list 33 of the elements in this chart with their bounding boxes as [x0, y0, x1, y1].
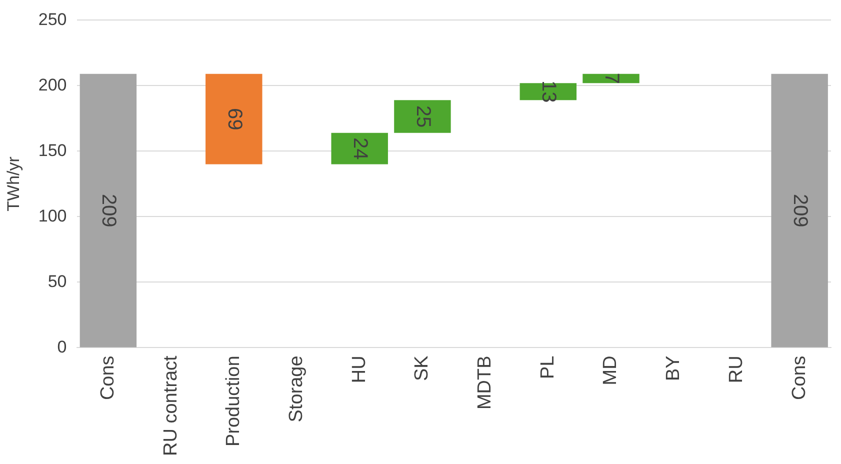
x-tick-label: SK	[412, 355, 433, 382]
bar	[582, 74, 640, 84]
y-tick-label: 250	[38, 10, 67, 29]
bar	[771, 74, 828, 348]
bar	[80, 74, 137, 348]
x-tick-label: Storage	[286, 356, 307, 422]
bar	[394, 100, 451, 133]
data-label: 209	[789, 194, 812, 228]
data-label: 25	[412, 105, 434, 128]
y-tick-label: 50	[48, 272, 67, 291]
x-tick-label: MDTB	[474, 356, 496, 410]
y-tick-label: 200	[38, 75, 67, 94]
x-tick-label: HU	[348, 356, 370, 384]
bar	[331, 132, 388, 164]
data-label: 209	[98, 194, 120, 228]
x-tick-label: Cons	[97, 356, 118, 400]
y-tick-label: 150	[38, 140, 67, 160]
y-tick-label: 100	[38, 206, 67, 226]
x-tick-label: Production	[223, 356, 244, 447]
x-tick-label: Cons	[788, 356, 810, 400]
x-tick-label: RU contract	[160, 354, 182, 456]
x-tick-label: MD	[600, 356, 622, 386]
bar	[520, 83, 577, 100]
bar	[206, 74, 262, 164]
data-label: 24	[349, 137, 372, 160]
data-label: 13	[538, 80, 560, 103]
y-tick-label: 0	[57, 337, 67, 356]
x-tick-label: BY	[663, 355, 684, 382]
y-axis-title: TWh/yr	[4, 156, 23, 212]
data-label: 69	[223, 108, 246, 130]
data-label: 7	[600, 72, 622, 84]
x-tick-label: PL	[537, 356, 558, 379]
x-tick-label: RU	[726, 356, 747, 384]
